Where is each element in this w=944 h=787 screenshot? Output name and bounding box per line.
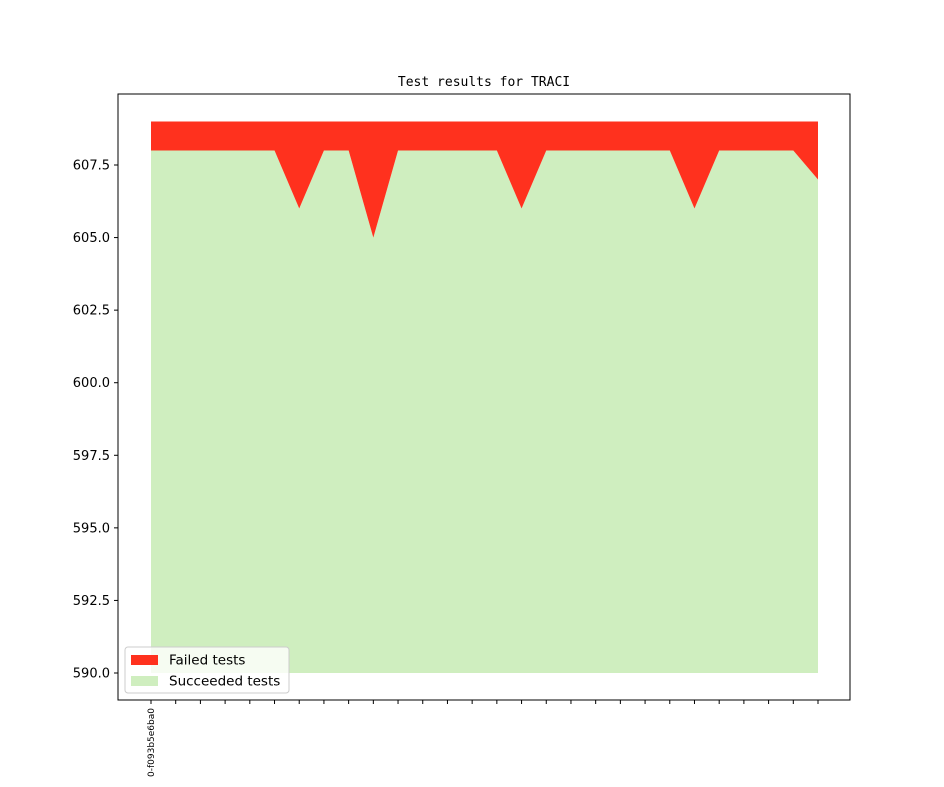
y-tick-label: 590.0	[73, 667, 110, 682]
y-tick-label: 600.0	[73, 376, 110, 391]
plot-frame	[117, 93, 851, 701]
legend-swatch-succeeded-tests	[131, 676, 158, 686]
y-tick-label: 592.5	[73, 594, 110, 609]
area-succeeded-tests	[151, 150, 818, 674]
x-tick-label: 0-f093b5e6ba0	[147, 708, 157, 777]
y-tick-label: 607.5	[73, 159, 110, 174]
legend-box	[124, 646, 290, 694]
x-axis: 0-f093b5e6ba0	[147, 700, 819, 777]
legend-label-succeeded-tests: Succeeded tests	[169, 674, 280, 690]
chart-title: Test results for TRACI	[398, 75, 570, 90]
y-tick-label: 605.0	[73, 231, 110, 246]
area-layer	[151, 121, 818, 674]
area-failed-tests	[151, 121, 818, 238]
legend: Failed tests Succeeded tests	[124, 646, 290, 694]
y-tick-label: 595.0	[73, 521, 110, 536]
legend-label-failed-tests: Failed tests	[169, 653, 245, 669]
y-tick-label: 597.5	[73, 449, 110, 464]
y-axis: 590.0 592.5 595.0 597.5 600.0 602.5 605.0 607.5	[73, 159, 118, 682]
y-tick-label: 602.5	[73, 304, 110, 319]
legend-swatch-failed-tests	[131, 655, 158, 665]
